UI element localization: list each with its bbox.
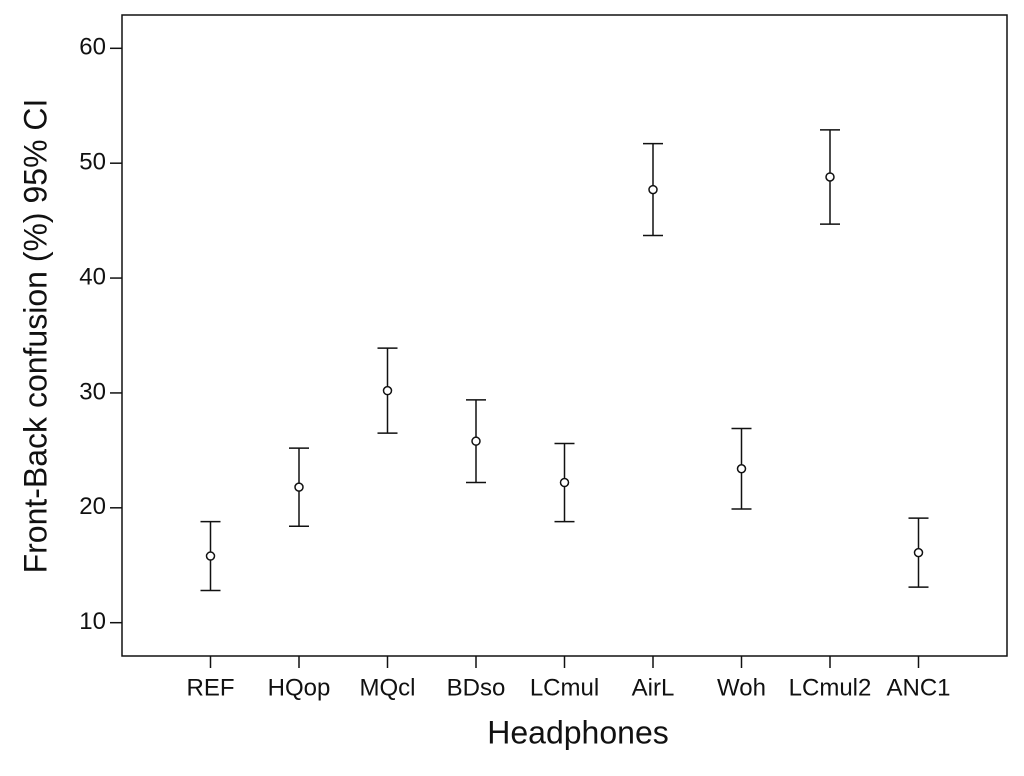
x-tick-label: ANC1 [886,674,950,701]
y-tick-label: 10 [79,608,106,635]
x-tick-label: LCmul2 [789,674,872,701]
mean-marker [559,477,570,488]
mean-marker [205,551,216,561]
mean-marker [736,464,747,474]
y-tick-label: 40 [79,263,106,290]
plot-frame [121,14,1008,657]
mean-marker [382,385,393,396]
x-tick-label: AirL [632,674,675,701]
mean-marker [648,184,658,195]
x-tick-label: HQop [268,674,331,701]
x-tick-label: REF [187,674,235,701]
y-tick-label: 30 [79,378,106,405]
x-tick-label: LCmul [530,674,599,701]
mean-marker [294,482,304,492]
y-tick-label: 60 [79,34,106,61]
mean-marker [825,172,835,182]
x-tick-label: Woh [717,674,766,701]
x-tick-label: BDso [447,674,506,701]
mean-marker [471,436,481,446]
y-tick-label: 20 [79,493,106,520]
y-tick-label: 50 [79,149,106,176]
mean-marker [913,547,924,558]
x-axis-label: Headphones [487,714,668,750]
x-tick-label: MQcl [360,674,416,701]
y-axis-label: Front-Back confusion (%) 95% CI [17,99,53,574]
